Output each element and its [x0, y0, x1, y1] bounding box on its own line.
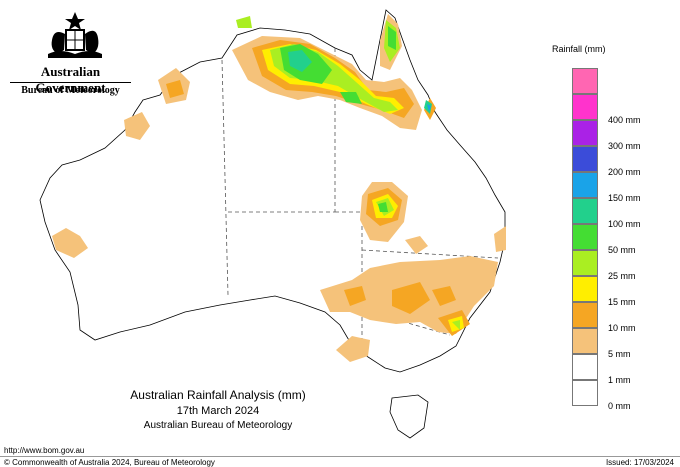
- bom-url: http://www.bom.gov.au: [4, 446, 85, 455]
- legend-swatch: [572, 354, 598, 380]
- logo-divider: [10, 82, 131, 83]
- legend-swatch: [572, 250, 598, 276]
- legend-swatch: [572, 328, 598, 354]
- map-caption: Australian Rainfall Analysis (mm) 17th M…: [118, 388, 318, 431]
- legend-label: 300 mm: [608, 141, 641, 151]
- legend-swatch: [572, 198, 598, 224]
- bureau-name: Bureau of Meteorology: [21, 85, 120, 96]
- legend-label: 50 mm: [608, 245, 636, 255]
- caption-title: Australian Rainfall Analysis (mm): [130, 388, 306, 402]
- legend-swatch: [572, 146, 598, 172]
- legend-swatch: [572, 120, 598, 146]
- legend-swatch: [572, 276, 598, 302]
- coat-of-arms-icon: [48, 12, 102, 58]
- issued-date: Issued: 17/03/2024: [605, 458, 674, 467]
- government-name: Australian Government: [35, 64, 106, 95]
- copyright-text: © Commonwealth of Australia 2024, Bureau…: [4, 458, 215, 467]
- legend-swatch: [572, 94, 598, 120]
- legend-label: 400 mm: [608, 115, 641, 125]
- legend-swatch: [572, 380, 598, 406]
- tasmania: [389, 394, 429, 439]
- legend-label: 0 mm: [608, 401, 631, 411]
- legend-label: 5 mm: [608, 349, 631, 359]
- legend-title: Rainfall (mm): [552, 44, 606, 54]
- legend-swatch: [572, 224, 598, 250]
- legend-label: 25 mm: [608, 271, 636, 281]
- legend-label: 150 mm: [608, 193, 641, 203]
- legend-swatch: [572, 172, 598, 198]
- legend-swatch: [572, 302, 598, 328]
- rainfall-map: [39, 9, 506, 439]
- legend-label: 100 mm: [608, 219, 641, 229]
- footer-divider: [0, 456, 680, 457]
- legend-label: 1 mm: [608, 375, 631, 385]
- rainfall-100-150mm: [427, 104, 431, 112]
- legend-swatch: [572, 68, 598, 94]
- caption-source: Australian Bureau of Meteorology: [143, 420, 293, 431]
- caption-date: 17th March 2024: [176, 405, 260, 417]
- legend-label: 200 mm: [608, 167, 641, 177]
- legend-label: 10 mm: [608, 323, 636, 333]
- legend-label: 15 mm: [608, 297, 636, 307]
